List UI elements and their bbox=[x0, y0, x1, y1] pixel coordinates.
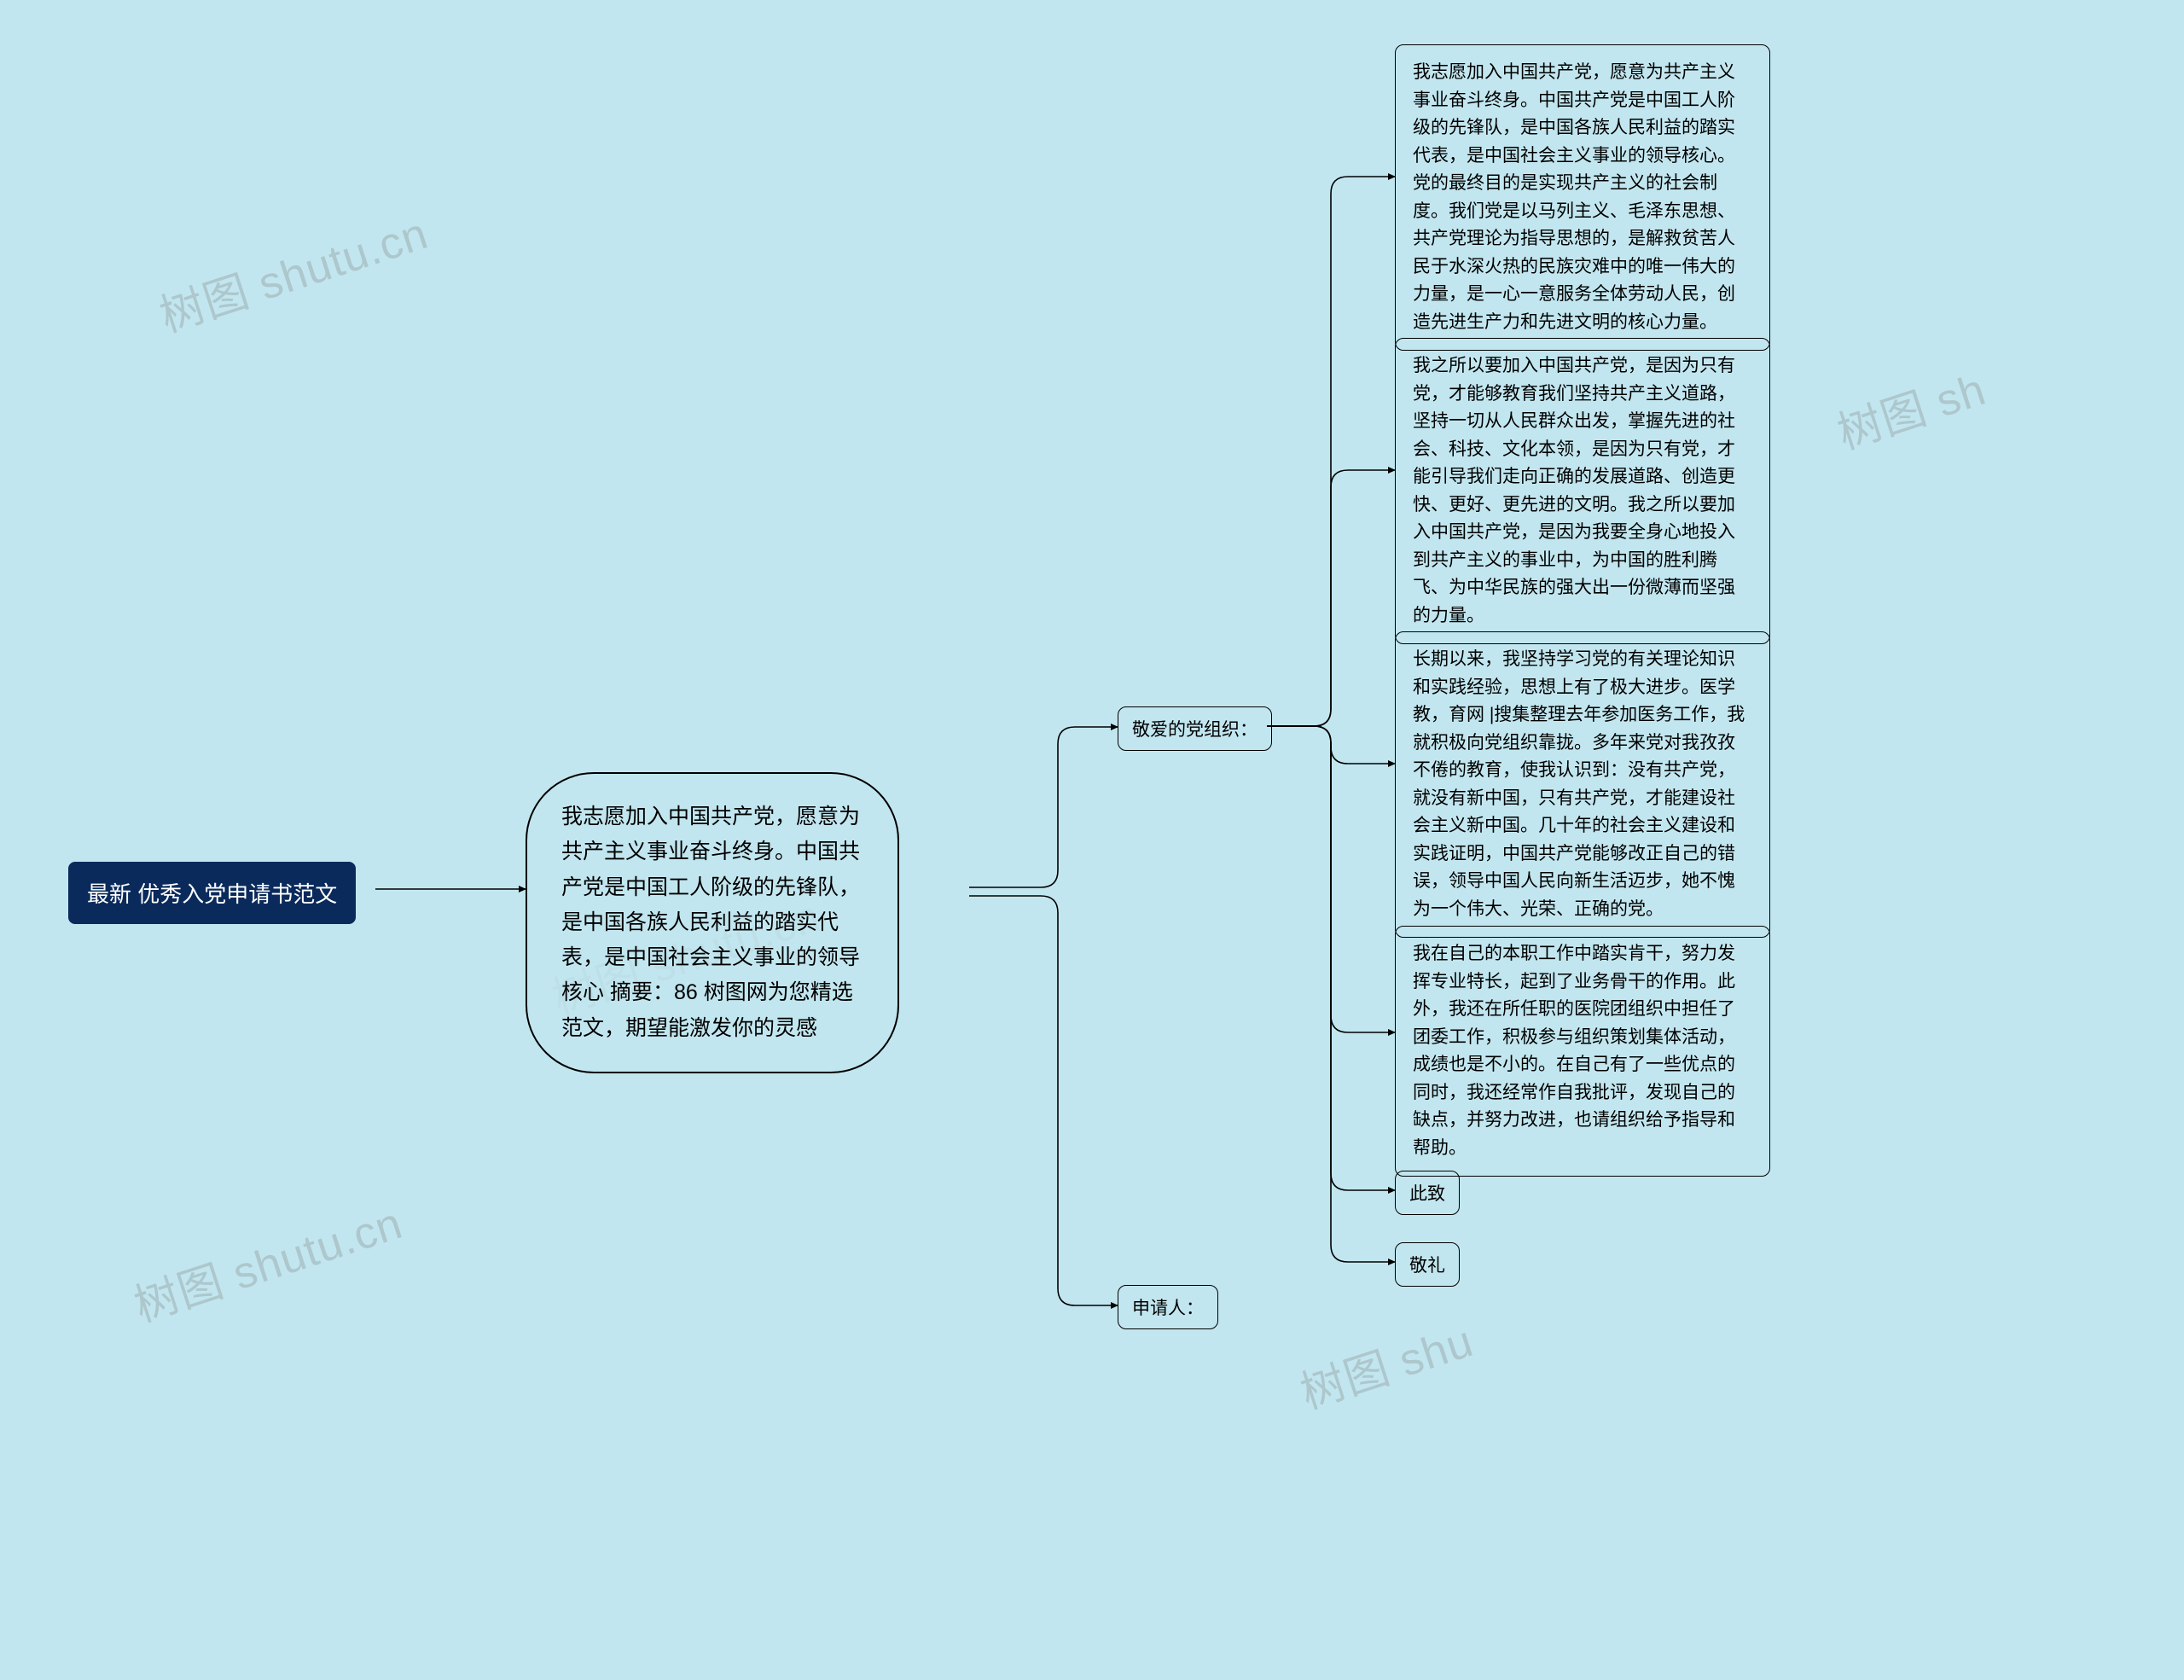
root-label: 最新 优秀入党申请书范文 bbox=[87, 881, 337, 907]
root-node[interactable]: 最新 优秀入党申请书范文 bbox=[68, 862, 356, 924]
branch-applicant[interactable]: 申请人： bbox=[1118, 1285, 1218, 1329]
leaf-paragraph-3[interactable]: 长期以来，我坚持学习党的有关理论知识和实践经验，思想上有了极大进步。医学教，育网… bbox=[1395, 631, 1770, 938]
watermark: 树图 shutu.cn bbox=[125, 1187, 409, 1334]
watermark: 树图 sh bbox=[1828, 353, 1993, 461]
leaf-closing-2[interactable]: 敬礼 bbox=[1395, 1242, 1460, 1287]
leaf-text: 我之所以要加入中国共产党，是因为只有党，才能够教育我们坚持共产主义道路，坚持一切… bbox=[1413, 356, 1735, 625]
leaf-text: 敬礼 bbox=[1409, 1256, 1445, 1276]
leaf-text: 此致 bbox=[1409, 1184, 1445, 1204]
leaf-paragraph-1[interactable]: 我志愿加入中国共产党，愿意为共产主义事业奋斗终身。中国共产党是中国工人阶级的先锋… bbox=[1395, 44, 1770, 351]
leaf-text: 我志愿加入中国共产党，愿意为共产主义事业奋斗终身。中国共产党是中国工人阶级的先锋… bbox=[1413, 62, 1735, 332]
connector-layer bbox=[0, 0, 2184, 1680]
leaf-text: 长期以来，我坚持学习党的有关理论知识和实践经验，思想上有了极大进步。医学教，育网… bbox=[1413, 649, 1745, 919]
leaf-text: 我在自己的本职工作中踏实肯干，努力发挥专业特长，起到了业务骨干的作用。此外，我还… bbox=[1413, 944, 1735, 1158]
leaf-closing-1[interactable]: 此致 bbox=[1395, 1171, 1460, 1215]
watermark: 树图 shu bbox=[1292, 1305, 1480, 1421]
leaf-paragraph-2[interactable]: 我之所以要加入中国共产党，是因为只有党，才能够教育我们坚持共产主义道路，坚持一切… bbox=[1395, 338, 1770, 644]
branch-label: 申请人： bbox=[1132, 1299, 1204, 1318]
branch-organization[interactable]: 敬爱的党组织： bbox=[1118, 706, 1272, 751]
summary-text: 我志愿加入中国共产党，愿意为共产主义事业奋斗终身。中国共产党是中国工人阶级的先锋… bbox=[561, 805, 860, 1040]
mindmap-canvas: 树图 shutu.cn 树图 shutu.cn 树图 shutu.cn 树图 s… bbox=[0, 0, 2184, 1680]
branch-label: 敬爱的党组织： bbox=[1132, 720, 1258, 740]
summary-node[interactable]: 我志愿加入中国共产党，愿意为共产主义事业奋斗终身。中国共产党是中国工人阶级的先锋… bbox=[526, 772, 899, 1073]
leaf-paragraph-4[interactable]: 我在自己的本职工作中踏实肯干，努力发挥专业特长，起到了业务骨干的作用。此外，我还… bbox=[1395, 926, 1770, 1177]
watermark: 树图 shutu.cn bbox=[150, 197, 434, 344]
